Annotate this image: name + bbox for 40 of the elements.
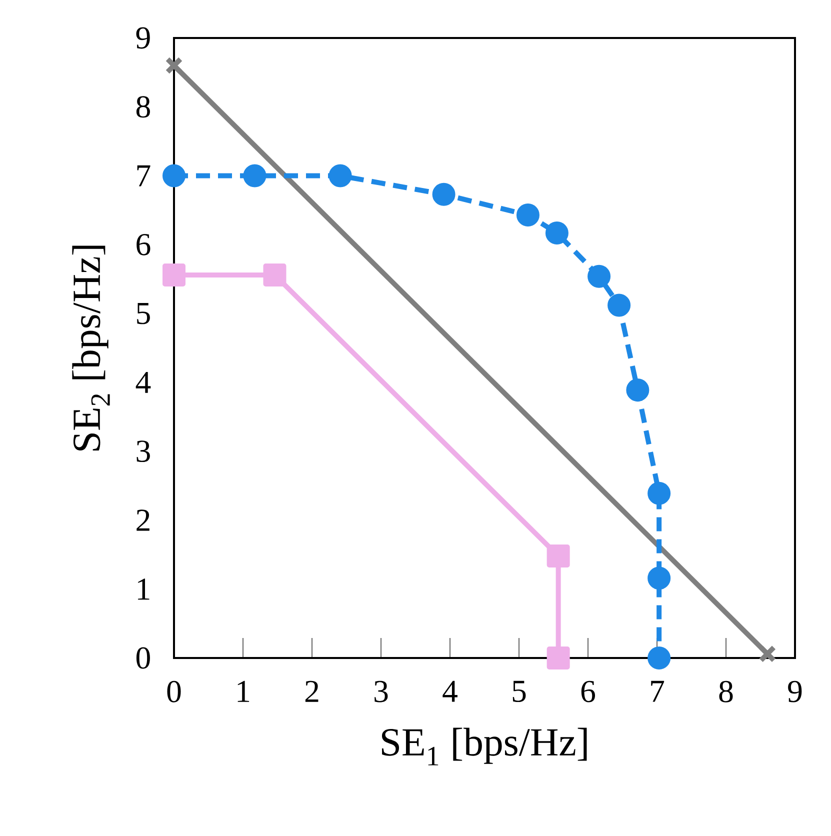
x-tick-label: 2 <box>305 680 318 702</box>
y-axis-title: SE$_{2}$ [bps/Hz] <box>72 246 110 450</box>
x-tick-label: 8 <box>719 680 733 702</box>
x-tick-label: 4 <box>442 680 458 702</box>
point <box>162 164 186 188</box>
y-tick-label: 5 <box>137 302 150 324</box>
point <box>328 164 352 188</box>
x-tick-label: 5 <box>512 680 526 702</box>
x-tick-label: 3 <box>374 680 388 702</box>
point <box>758 644 776 663</box>
point <box>263 263 286 286</box>
point <box>626 378 650 402</box>
y-tick-label: 4 <box>136 372 151 393</box>
point <box>432 182 456 206</box>
y-tick-label: 3 <box>136 440 150 462</box>
point <box>588 264 611 288</box>
x-tick-label: 1 <box>238 680 250 702</box>
point <box>546 544 570 568</box>
point <box>243 164 266 188</box>
y-tick-label: 0 <box>136 647 150 669</box>
point <box>546 646 570 670</box>
y-tick-label: 1 <box>138 578 150 600</box>
y-tick-label: 6 <box>136 234 150 256</box>
y-tick-label: 8 <box>136 96 150 118</box>
point <box>545 221 568 244</box>
y-tick-label: 7 <box>137 165 150 186</box>
x-axis-title: SE$_{1}$ [bps/Hz] <box>382 728 587 766</box>
point <box>165 56 183 74</box>
point <box>516 204 540 227</box>
point <box>162 263 186 286</box>
x-tick-label: 0 <box>167 680 181 702</box>
x-tick-label: 6 <box>581 680 596 702</box>
x-tick-label: 9 <box>788 680 802 702</box>
point <box>608 294 631 317</box>
point <box>648 646 671 670</box>
y-tick-label: 2 <box>136 510 150 531</box>
point <box>648 482 671 505</box>
y-tick-label: 9 <box>136 27 150 49</box>
point <box>648 566 671 590</box>
x-tick-label: 7 <box>651 680 664 702</box>
